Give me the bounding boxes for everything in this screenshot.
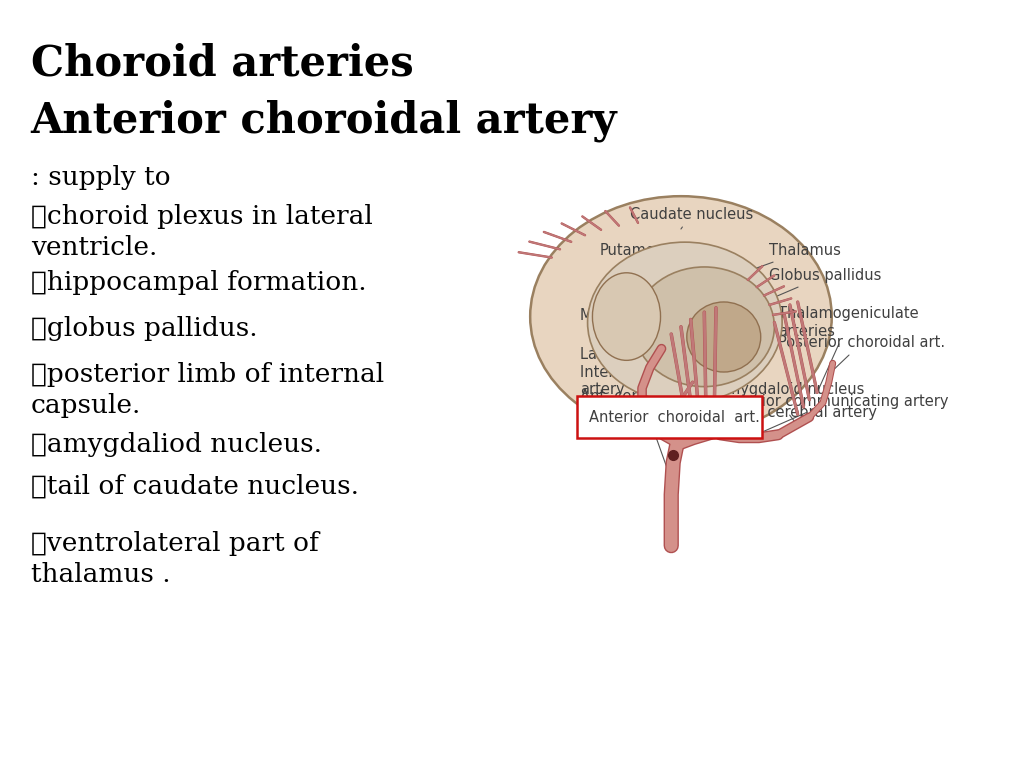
Text: Posterior cerebral artery: Posterior cerebral artery [698, 406, 878, 421]
Text: Medial striate art.: Medial striate art. [580, 308, 711, 403]
Text: Choroid arteries: Choroid arteries [31, 42, 414, 84]
Text: : supply to: : supply to [31, 165, 170, 190]
Text: ➢choroid plexus in lateral
ventricle.: ➢choroid plexus in lateral ventricle. [31, 204, 373, 260]
Text: Lateral striate arteries: Lateral striate arteries [580, 347, 744, 422]
Text: Putamen: Putamen [599, 243, 665, 290]
Text: ➢ventrolateral part of
thalamus .: ➢ventrolateral part of thalamus . [31, 531, 318, 588]
Text: Globus pallidus: Globus pallidus [741, 268, 881, 311]
Ellipse shape [593, 273, 660, 360]
Text: Anterior choroidal artery: Anterior choroidal artery [31, 100, 617, 142]
Text: Posterior choroidal art.: Posterior choroidal art. [778, 336, 945, 369]
Ellipse shape [679, 401, 722, 428]
Text: ➢amygdaliod nucleus.: ➢amygdaliod nucleus. [31, 432, 322, 457]
Text: ➢tail of caudate nucleus.: ➢tail of caudate nucleus. [31, 474, 358, 499]
Text: ➢hippocampal formation.: ➢hippocampal formation. [31, 270, 367, 296]
Text: Thalamogeniculate
arteries: Thalamogeniculate arteries [778, 306, 919, 390]
Text: Anterior  choroidal  art.: Anterior choroidal art. [589, 409, 760, 425]
Text: ➢globus pallidus.: ➢globus pallidus. [31, 316, 257, 342]
Ellipse shape [634, 267, 774, 386]
Text: Thalamus: Thalamus [745, 243, 841, 272]
Text: Amygdaloid nucleus: Amygdaloid nucleus [716, 382, 864, 411]
Ellipse shape [530, 196, 831, 437]
Ellipse shape [687, 302, 761, 372]
Text: Ant  cerebral artery: Ant cerebral artery [580, 389, 724, 416]
Text: Caudate nucleus: Caudate nucleus [630, 207, 753, 229]
FancyBboxPatch shape [577, 396, 762, 438]
Ellipse shape [588, 242, 782, 402]
Text: Middle  cerebral artery: Middle cerebral artery [586, 422, 753, 436]
Text: Posterior communicating artery: Posterior communicating artery [716, 394, 948, 435]
Text: Internal carotid
artery: Internal carotid artery [580, 365, 692, 475]
Text: ➢posterior limb of internal
capsule.: ➢posterior limb of internal capsule. [31, 362, 384, 419]
